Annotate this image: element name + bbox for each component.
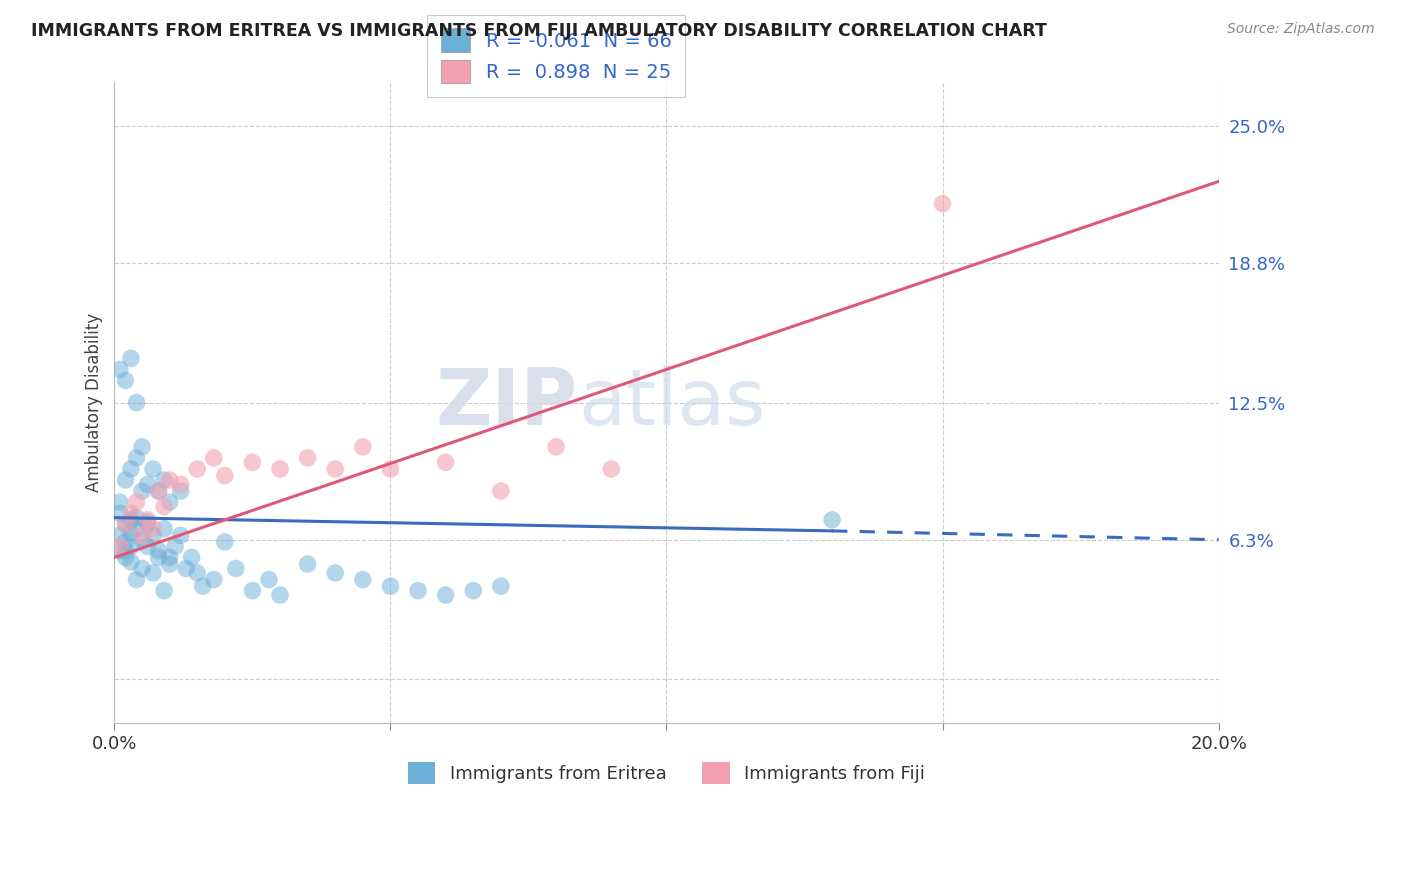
Point: [821, 513, 844, 527]
Point: [380, 462, 402, 476]
Point: [186, 462, 208, 476]
Point: [108, 540, 131, 554]
Y-axis label: Ambulatory Disability: Ambulatory Disability: [86, 313, 103, 492]
Point: [148, 543, 170, 558]
Point: [125, 522, 148, 536]
Point: [148, 550, 170, 565]
Point: [186, 566, 208, 580]
Point: [125, 495, 148, 509]
Point: [169, 477, 191, 491]
Point: [142, 462, 165, 476]
Point: [136, 540, 159, 554]
Point: [257, 573, 280, 587]
Point: [352, 440, 374, 454]
Point: [120, 540, 142, 554]
Point: [600, 462, 623, 476]
Point: [159, 495, 181, 509]
Point: [169, 484, 191, 499]
Point: [108, 528, 131, 542]
Point: [931, 196, 953, 211]
Point: [108, 362, 131, 376]
Point: [269, 462, 291, 476]
Point: [489, 579, 512, 593]
Point: [159, 473, 181, 487]
Point: [142, 566, 165, 580]
Point: [136, 515, 159, 529]
Point: [153, 500, 176, 514]
Point: [120, 462, 142, 476]
Point: [225, 561, 247, 575]
Point: [131, 484, 153, 499]
Point: [489, 484, 512, 499]
Point: [131, 561, 153, 575]
Point: [214, 468, 236, 483]
Point: [114, 517, 136, 532]
Point: [114, 517, 136, 532]
Point: [159, 550, 181, 565]
Point: [174, 561, 197, 575]
Point: [202, 573, 225, 587]
Point: [120, 506, 142, 520]
Point: [120, 526, 142, 541]
Point: [142, 522, 165, 536]
Point: [323, 566, 346, 580]
Point: [406, 583, 429, 598]
Point: [136, 517, 159, 532]
Point: [153, 583, 176, 598]
Point: [108, 495, 131, 509]
Point: [159, 557, 181, 571]
Point: [125, 573, 148, 587]
Point: [131, 528, 153, 542]
Point: [191, 579, 214, 593]
Point: [380, 579, 402, 593]
Point: [125, 450, 148, 465]
Point: [120, 513, 142, 527]
Point: [434, 588, 457, 602]
Point: [136, 513, 159, 527]
Point: [297, 450, 319, 465]
Text: IMMIGRANTS FROM ERITREA VS IMMIGRANTS FROM FIJI AMBULATORY DISABILITY CORRELATIO: IMMIGRANTS FROM ERITREA VS IMMIGRANTS FR…: [31, 22, 1047, 40]
Point: [114, 473, 136, 487]
Point: [169, 528, 191, 542]
Point: [148, 484, 170, 499]
Point: [125, 510, 148, 524]
Point: [108, 506, 131, 520]
Point: [125, 395, 148, 409]
Text: Source: ZipAtlas.com: Source: ZipAtlas.com: [1227, 22, 1375, 37]
Point: [114, 543, 136, 558]
Point: [434, 455, 457, 469]
Point: [148, 484, 170, 499]
Point: [546, 440, 568, 454]
Point: [242, 455, 264, 469]
Point: [131, 440, 153, 454]
Legend: Immigrants from Eritrea, Immigrants from Fiji: Immigrants from Eritrea, Immigrants from…: [401, 755, 932, 791]
Point: [242, 583, 264, 598]
Point: [136, 477, 159, 491]
Point: [214, 535, 236, 549]
Point: [108, 543, 131, 558]
Point: [180, 550, 202, 565]
Point: [352, 573, 374, 587]
Point: [165, 540, 187, 554]
Point: [269, 588, 291, 602]
Point: [153, 522, 176, 536]
Point: [142, 528, 165, 542]
Point: [463, 583, 485, 598]
Point: [114, 535, 136, 549]
Point: [297, 557, 319, 571]
Text: atlas: atlas: [578, 365, 766, 441]
Point: [120, 555, 142, 569]
Point: [202, 450, 225, 465]
Point: [120, 351, 142, 366]
Text: ZIP: ZIP: [436, 365, 578, 441]
Point: [131, 533, 153, 547]
Point: [114, 550, 136, 565]
Point: [323, 462, 346, 476]
Point: [153, 473, 176, 487]
Point: [114, 374, 136, 388]
